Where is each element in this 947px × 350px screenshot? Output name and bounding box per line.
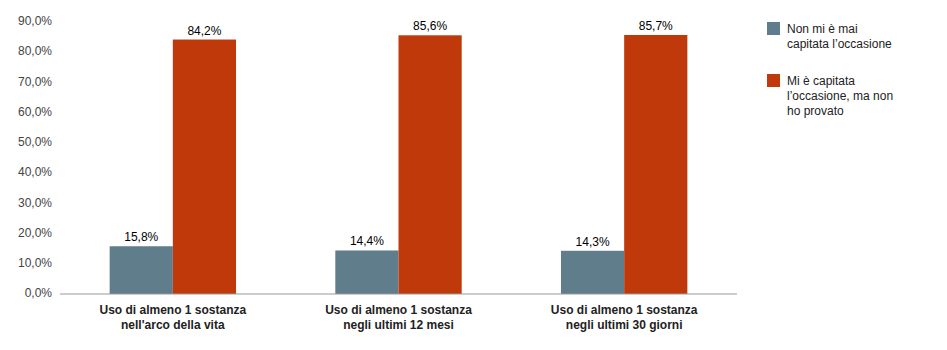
y-tick-label: 30,0% [18,196,52,210]
x-tick-label: Uso di almeno 1 sostanzanell'arco della … [99,303,246,332]
bars [110,35,688,294]
data-label: 14,3% [576,235,610,249]
x-tick-label: Uso di almeno 1 sostanzanegli ultimi 12 … [325,303,472,332]
bar [561,251,624,294]
y-tick-label: 0,0% [25,286,53,300]
legend: Non mi è maicapitata l’occasione Mi è cap… [767,22,893,118]
chart: 0,0% 10,0% 20,0% 30,0% 40,0% 50,0% 60,0% 70,0% 8… [0,0,947,350]
data-label: 15,8% [124,230,158,244]
bar [335,250,398,294]
bar [110,246,173,294]
y-tick-label: 40,0% [18,165,52,179]
y-tick-label: 20,0% [18,226,52,240]
bar [624,35,687,294]
data-label: 84,2% [187,24,221,38]
y-tick-label: 80,0% [18,44,52,58]
legend-swatch [767,22,780,35]
y-axis: 0,0% 10,0% 20,0% 30,0% 40,0% 50,0% 60,0% 70,0% 8… [18,14,52,300]
legend-swatch [767,74,780,87]
x-tick-label: Uso di almeno 1 sostanzanegli ultimi 30 … [551,303,698,332]
data-label: 85,6% [413,19,447,33]
data-label: 14,4% [350,234,384,248]
y-tick-label: 10,0% [18,256,52,270]
legend-label: Mi è capitatal’occasione, ma nonho prova… [787,74,893,118]
data-labels: 15,8% 14,4% 14,3% 84,2% 85,6% 85,7% [124,19,673,249]
x-axis: Uso di almeno 1 sostanzanell'arco della … [99,303,697,332]
data-label: 85,7% [639,19,673,33]
y-tick-label: 70,0% [18,75,52,89]
legend-label: Non mi è maicapitata l’occasione [787,22,892,51]
y-tick-label: 60,0% [18,105,52,119]
x-axis-line [60,294,737,295]
y-tick-label: 90,0% [18,14,52,28]
bar [399,35,462,294]
bar [173,40,236,294]
y-tick-label: 50,0% [18,135,52,149]
